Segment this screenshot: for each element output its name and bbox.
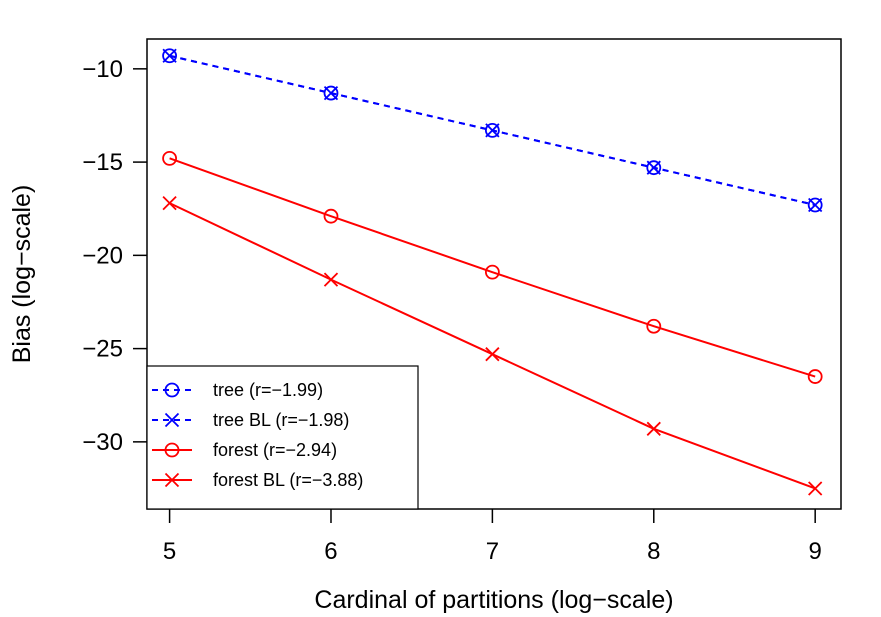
legend-label-3: forest BL (r=−3.88) <box>213 470 363 490</box>
series-3-point-3 <box>646 421 661 436</box>
series-1-point-2 <box>485 123 500 138</box>
series-2-point-3 <box>646 318 662 334</box>
series-3-point-4 <box>808 481 823 496</box>
legend-marker-2 <box>164 442 180 458</box>
x-axis-label: Cardinal of partitions (log−scale) <box>314 586 673 614</box>
x-tick-label-0: 5 <box>163 538 176 565</box>
series-2-point-4 <box>807 369 823 384</box>
y-tick-label-2: −20 <box>82 242 123 269</box>
series-2-point-1 <box>323 208 339 224</box>
legend-marker-0 <box>164 382 180 398</box>
legend-label-1: tree BL (r=−1.98) <box>213 410 349 430</box>
y-tick-label-4: −30 <box>82 429 123 456</box>
y-axis-label: Bias (log−scale) <box>8 185 36 364</box>
series-2-point-0 <box>162 150 177 166</box>
plot-frame <box>146 38 842 510</box>
legend-label-0: tree (r=−1.99) <box>213 380 323 400</box>
legend-box <box>146 365 419 510</box>
series-3-point-1 <box>323 272 339 287</box>
x-axis: 5 6 7 8 9 <box>163 509 822 565</box>
x-tick-label-3: 8 <box>647 538 660 565</box>
legend-marker-3 <box>164 472 180 488</box>
x-tick-label-2: 7 <box>486 538 499 565</box>
y-axis: −10 −15 −20 −25 −30 <box>82 56 147 456</box>
series-1-point-3 <box>646 160 661 175</box>
series-3-point-2 <box>485 347 500 362</box>
legend-marker-1 <box>164 412 180 428</box>
series-1-point-4 <box>808 197 823 213</box>
x-tick-label-1: 6 <box>324 538 337 565</box>
series-0-point-1 <box>323 85 339 101</box>
series-1-point-1 <box>323 85 339 101</box>
series-1-point-0 <box>162 48 177 63</box>
series-line-2 <box>169 157 816 378</box>
series-0-point-4 <box>807 197 823 213</box>
series-layer <box>162 48 823 496</box>
y-tick-label-1: −15 <box>82 149 123 176</box>
series-0-point-3 <box>646 160 662 176</box>
series-3-point-0 <box>162 195 177 211</box>
x-tick-label-4: 9 <box>808 538 821 565</box>
series-2-point-2 <box>484 264 500 280</box>
y-tick-label-3: −25 <box>82 336 123 363</box>
legend: tree (r=−1.99) tree BL (r=−1.98) forest (r… <box>146 365 419 510</box>
series-0-point-2 <box>484 122 500 138</box>
legend-label-2: forest (r=−2.94) <box>213 440 337 460</box>
y-tick-label-0: −10 <box>82 56 123 83</box>
series-0-point-0 <box>162 48 177 64</box>
